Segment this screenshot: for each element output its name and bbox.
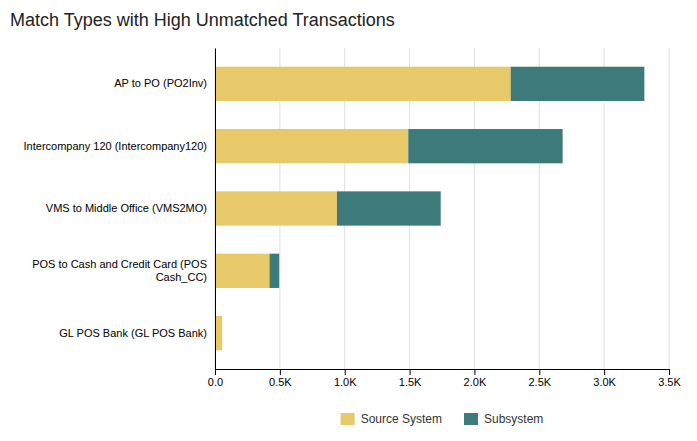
- tick-label: 3.5K: [658, 376, 681, 388]
- grid-line: [669, 48, 670, 369]
- bar: [222, 316, 223, 350]
- bar: [269, 254, 279, 288]
- bar: [408, 129, 562, 163]
- x-tick: 1.0K: [334, 369, 357, 388]
- tick-label: 0.5K: [269, 376, 292, 388]
- tick-label: AP to PO (PO2Inv): [114, 77, 207, 89]
- y-tick: AP to PO (PO2Inv): [114, 77, 207, 89]
- x-tick: 2.5K: [528, 369, 551, 388]
- bar: [337, 191, 441, 225]
- legend-label: Subsystem: [484, 412, 543, 426]
- legend-label: Source System: [361, 412, 442, 426]
- plot: 0.0 0.5K 1.0K 1.5K 2.0K 2.5K 3.0K 3.5K GL POS Ba…: [24, 48, 682, 388]
- x-tick: 3.0K: [593, 369, 616, 388]
- legend-item: Subsystem: [464, 412, 543, 426]
- tick-label: 2.5K: [528, 376, 551, 388]
- axis-line: [216, 370, 670, 376]
- bar: [215, 191, 337, 225]
- x-tick: 0.0: [208, 369, 223, 388]
- tick-label: POS to Cash and Credit Card (POSCash_CC): [32, 258, 207, 283]
- title: Match Types with High Unmatched Transact…: [10, 10, 395, 30]
- legend-item: Source System: [341, 412, 442, 426]
- tick-label: 1.5K: [399, 376, 422, 388]
- tick-mark: [604, 369, 605, 375]
- tick-label: 2.0K: [464, 376, 487, 388]
- x-tick: 1.5K: [399, 369, 422, 388]
- x-axis: 0.0 0.5K 1.0K 1.5K 2.0K 2.5K 3.0K 3.5K: [208, 369, 682, 388]
- y-axis: GL POS Bank (GL POS Bank) POS to Cash and…: [24, 49, 216, 370]
- bar: [215, 316, 222, 350]
- tick-mark: [539, 369, 540, 375]
- bar: [215, 254, 269, 288]
- axis-line: [215, 49, 216, 370]
- grid: [215, 48, 669, 369]
- x-tick: 3.5K: [658, 369, 681, 388]
- legend: Source System Subsystem: [341, 412, 544, 426]
- tick-label: 1.0K: [334, 376, 357, 388]
- y-tick: VMS to Middle Office (VMS2MO): [46, 202, 207, 214]
- tick-mark: [215, 369, 216, 375]
- bars: [215, 67, 644, 351]
- tick-label: Intercompany 120 (Intercompany120): [24, 140, 207, 152]
- tick-label: VMS to Middle Office (VMS2MO): [46, 202, 207, 214]
- tick-label: GL POS Bank (GL POS Bank): [59, 327, 207, 339]
- tick-mark: [669, 369, 670, 375]
- chart: Match Types with High Unmatched Transact…: [0, 0, 697, 441]
- y-tick: Intercompany 120 (Intercompany120): [24, 140, 207, 152]
- tick-label: 0.0: [208, 376, 223, 388]
- tick-mark: [474, 369, 475, 375]
- bar: [215, 129, 408, 163]
- tick-label: 3.0K: [593, 376, 616, 388]
- tick-mark: [345, 369, 346, 375]
- x-tick: 2.0K: [464, 369, 487, 388]
- tick-mark: [410, 369, 411, 375]
- legend-swatch: [341, 413, 355, 425]
- x-tick: 0.5K: [269, 369, 292, 388]
- y-tick: POS to Cash and Credit Card (POSCash_CC): [32, 258, 207, 283]
- bar: [215, 67, 511, 101]
- tick-mark: [280, 369, 281, 375]
- y-tick: GL POS Bank (GL POS Bank): [59, 327, 207, 339]
- bar: [511, 67, 645, 101]
- legend-swatch: [464, 413, 478, 425]
- grid-line: [215, 48, 216, 369]
